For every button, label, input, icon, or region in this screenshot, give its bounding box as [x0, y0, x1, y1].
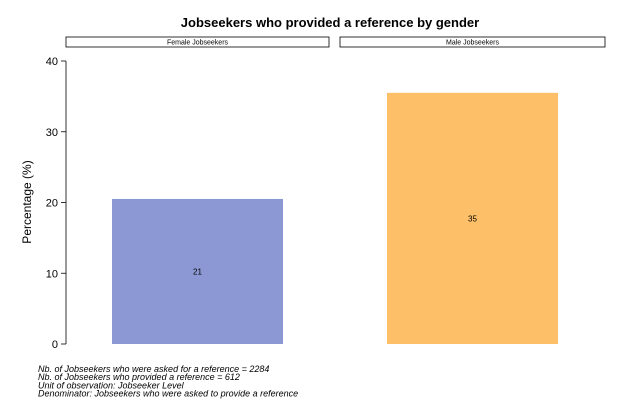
bar-data-label: 21 [193, 267, 202, 276]
footnote: Nb. of Jobseekers who provided a referen… [38, 372, 240, 382]
bar-data-label: 35 [468, 214, 477, 223]
footnote: Unit of observation: Jobseeker Level [38, 380, 185, 390]
panels: Female Jobseekers 21 Male Jobseekers 35 [65, 36, 606, 345]
panel-strip [339, 36, 606, 48]
notes: Nb. of Jobseekers who were asked for a r… [38, 364, 298, 399]
panel-strip-label: Female Jobseekers [167, 40, 229, 47]
chart-title: Jobseekers who provided a reference by g… [181, 15, 479, 30]
y-tick-label: 10 [46, 268, 58, 280]
footnote: Denominator: Jobseekers who were asked t… [38, 389, 298, 399]
bar [112, 198, 283, 344]
y-axis: 0 10 20 30 40 [46, 56, 67, 351]
panel-1: Male Jobseekers 35 [339, 36, 606, 345]
y-axis-label: Percentage (%) [20, 160, 34, 243]
bar [387, 92, 558, 345]
panel-strip [65, 36, 330, 48]
panel-strip-label: Male Jobseekers [446, 40, 499, 47]
panel-0: Female Jobseekers 21 [65, 36, 330, 344]
y-tick-label: 20 [46, 198, 58, 210]
footnote: Nb. of Jobseekers who were asked for a r… [38, 364, 269, 374]
y-tick-label: 0 [52, 339, 58, 351]
y-tick-label: 40 [46, 56, 58, 68]
y-tick-label: 30 [46, 127, 58, 139]
